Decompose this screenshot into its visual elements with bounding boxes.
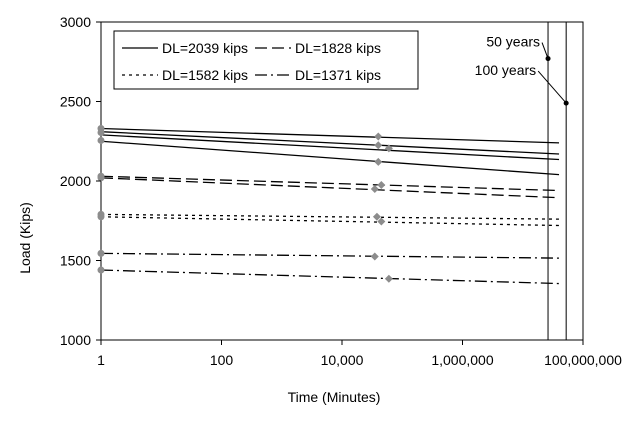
x-tick-label: 10,000 — [321, 352, 364, 368]
series-line — [100, 134, 560, 161]
data-point-start — [97, 249, 105, 257]
data-point-start — [97, 129, 105, 137]
x-tick-label: 1 — [97, 352, 105, 368]
data-point-start — [97, 213, 105, 221]
x-tick-label: 100 — [210, 352, 234, 368]
legend: DL=2039 kips DL=1828 kips DL=1582 kips DL=1… — [113, 30, 419, 90]
series-line — [100, 177, 560, 199]
data-point-diamond — [374, 157, 383, 166]
data-point-diamond — [384, 144, 393, 153]
x-tick-label: 1,000,000 — [431, 352, 493, 368]
reference-label: 100 years — [475, 62, 536, 78]
series-line — [100, 252, 560, 259]
data-point-start — [97, 136, 105, 144]
data-point-diamond — [374, 132, 383, 141]
data-point-diamond — [370, 252, 379, 261]
y-tick-label: 2500 — [60, 94, 91, 110]
series-layer — [100, 127, 560, 285]
y-tick-label: 1000 — [60, 332, 91, 348]
legend-label: DL=1371 kips — [295, 67, 381, 83]
series-line — [100, 269, 560, 285]
y-tick-label: 3000 — [60, 14, 91, 30]
legend-label: DL=2039 kips — [162, 40, 248, 56]
y-tick-label: 2000 — [60, 173, 91, 189]
data-point-start — [97, 174, 105, 182]
series-line — [100, 140, 560, 176]
y-tick-label: 1500 — [60, 253, 91, 269]
x-axis-title: Time (Minutes) — [288, 389, 381, 405]
reference-label: 50 years — [486, 34, 540, 50]
legend-label: DL=1828 kips — [295, 40, 381, 56]
legend-label: DL=1582 kips — [162, 67, 248, 83]
series-line — [100, 131, 560, 155]
data-point-diamond — [384, 274, 393, 283]
data-point-diamond — [377, 217, 386, 226]
reference-leader — [537, 70, 567, 104]
data-point-diamond — [374, 141, 383, 150]
x-tick-label: 100,000,000 — [544, 352, 622, 368]
axis-layer: 1 100 10,000 1,000,000 100,000,000 1000 1500 20… — [60, 14, 622, 368]
reference-lines: 50 years 100 years — [475, 22, 569, 340]
series-line — [100, 127, 560, 144]
data-point-diamond — [377, 180, 386, 189]
data-point-diamond — [370, 184, 379, 193]
marker-layer — [97, 125, 393, 283]
legend-box — [113, 30, 419, 90]
reference-leader — [541, 42, 549, 59]
y-axis-title: Load (Kips) — [17, 202, 33, 274]
data-point-start — [97, 266, 105, 274]
series-line — [100, 175, 560, 192]
data-point-diamond — [372, 212, 381, 221]
